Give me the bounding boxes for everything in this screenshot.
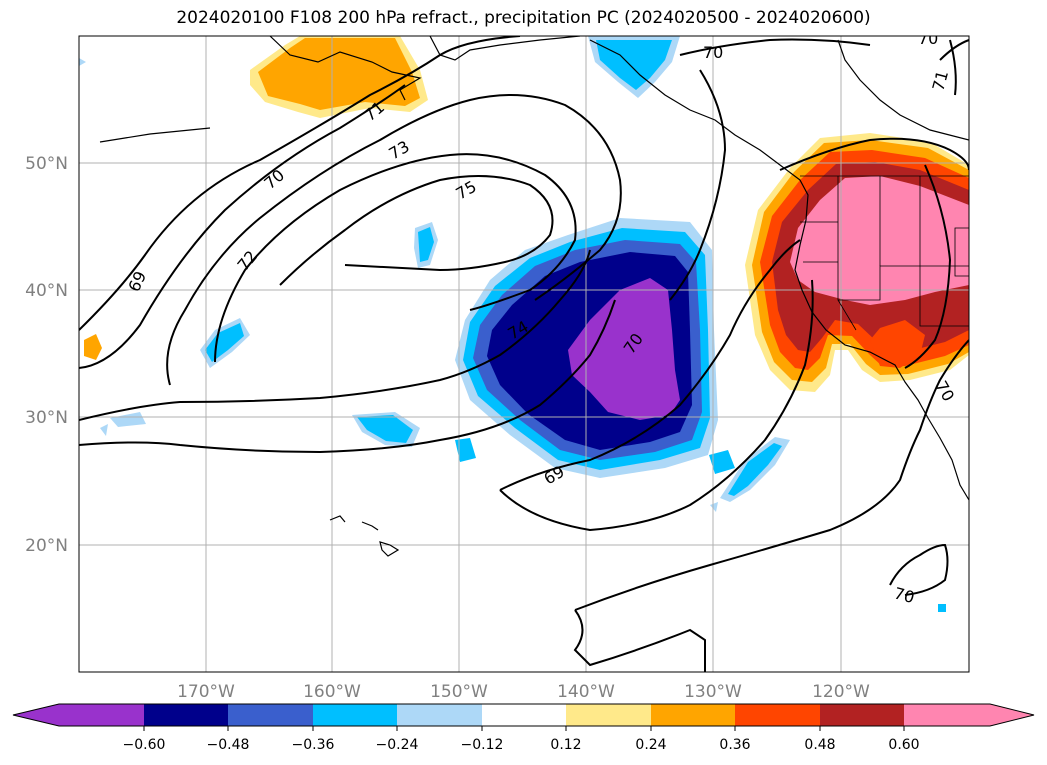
colorbar-tick-label: 0.60 bbox=[888, 737, 919, 753]
lon-label: 120°W bbox=[812, 682, 870, 702]
political-borders bbox=[800, 175, 969, 331]
refractivity-contours bbox=[79, 36, 969, 672]
colorbar-bin bbox=[59, 704, 144, 726]
colorbar-bin bbox=[397, 704, 482, 726]
map-title: 2024020100 F108 200 hPa refract., precip… bbox=[176, 8, 871, 28]
lon-label: 150°W bbox=[430, 682, 488, 702]
precip-anomaly-western-us bbox=[745, 133, 969, 392]
colorbar-bin bbox=[566, 704, 651, 726]
map-plot-area: 70 70 71 71 73 70 75 72 69 74 70 69 70 7… bbox=[79, 29, 969, 672]
colorbar-tick-label: −0.24 bbox=[376, 737, 419, 753]
latitude-labels: 50°N 40°N 30°N 20°N bbox=[25, 154, 68, 556]
colorbar-bin bbox=[820, 704, 904, 726]
colorbar-extend-min bbox=[13, 704, 59, 726]
lon-label: 160°W bbox=[303, 682, 361, 702]
colorbar: −0.60 −0.48 −0.36 −0.24 −0.12 0.12 0.24 … bbox=[12, 703, 1035, 753]
colorbar-bin bbox=[482, 704, 566, 726]
colorbar-tick-label: 0.36 bbox=[719, 737, 750, 753]
lat-label: 50°N bbox=[25, 154, 68, 174]
colorbar-extend-max bbox=[904, 704, 1034, 726]
colorbar-tick-label: −0.60 bbox=[123, 737, 166, 753]
colorbar-tick-label: −0.12 bbox=[461, 737, 504, 753]
lat-label: 20°N bbox=[25, 536, 68, 556]
map-frame bbox=[78, 35, 970, 673]
colorbar-tick-label: −0.36 bbox=[292, 737, 335, 753]
colorbar-bin bbox=[313, 704, 397, 726]
lon-label: 140°W bbox=[557, 682, 615, 702]
colorbar-tick-label: −0.48 bbox=[207, 737, 250, 753]
contour-label: 70 bbox=[918, 29, 938, 48]
lat-label: 30°N bbox=[25, 408, 68, 428]
contour-label: 71 bbox=[929, 68, 953, 93]
colorbar-bin bbox=[651, 704, 735, 726]
graticule bbox=[79, 36, 969, 672]
contour-label: 70 bbox=[703, 43, 723, 62]
longitude-labels: 170°W 160°W 150°W 140°W 130°W 120°W bbox=[177, 682, 870, 702]
precip-anomaly-small-blobs bbox=[79, 58, 946, 612]
colorbar-tick-label: 0.12 bbox=[550, 737, 581, 753]
precip-anomaly-west-dateline bbox=[84, 334, 102, 360]
colorbar-tick-label: 0.48 bbox=[804, 737, 835, 753]
colorbar-bin bbox=[228, 704, 313, 726]
lon-label: 170°W bbox=[177, 682, 235, 702]
colorbar-bin bbox=[735, 704, 820, 726]
colorbar-bin bbox=[144, 704, 228, 726]
colorbar-tick-label: 0.24 bbox=[635, 737, 666, 753]
coastlines bbox=[99, 36, 969, 557]
lat-label: 40°N bbox=[25, 281, 68, 301]
contour-label: 70 bbox=[892, 584, 917, 608]
lon-label: 130°W bbox=[684, 682, 742, 702]
